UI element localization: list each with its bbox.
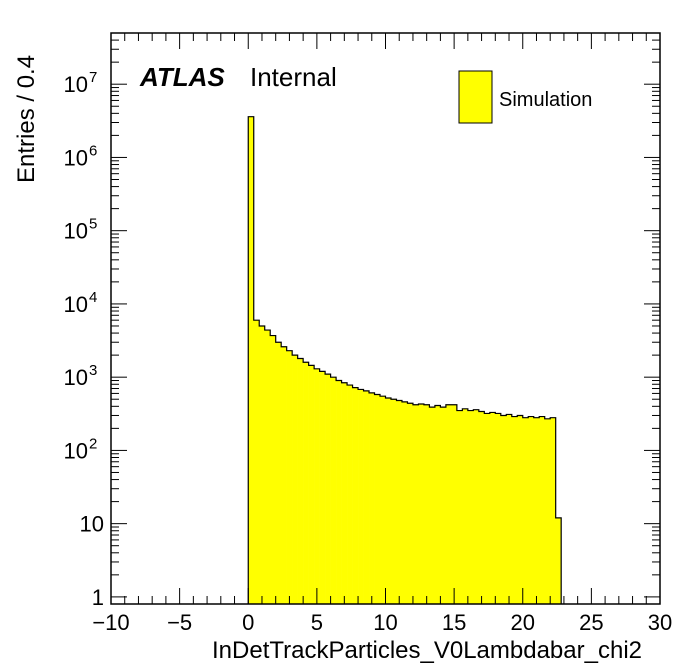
histogram-bin bbox=[325, 374, 331, 604]
histogram-bin bbox=[363, 390, 370, 604]
histogram-bin bbox=[270, 335, 276, 604]
histogram-bin bbox=[423, 404, 430, 604]
histogram-bin bbox=[484, 413, 491, 604]
histogram-bin bbox=[390, 399, 397, 604]
histogram-bin bbox=[489, 412, 496, 604]
histogram-bin bbox=[385, 397, 392, 604]
histogram-bin bbox=[259, 325, 266, 604]
histogram-bin bbox=[451, 404, 458, 604]
histogram-bin bbox=[522, 417, 529, 604]
histogram-bin bbox=[517, 415, 524, 604]
histogram-bin bbox=[264, 330, 271, 604]
histogram-bin bbox=[292, 355, 298, 604]
y-axis-title: Entries / 0.4 bbox=[13, 55, 40, 183]
x-tick-label: 5 bbox=[311, 610, 323, 635]
histogram-bin bbox=[297, 358, 304, 604]
histogram-bin bbox=[539, 416, 546, 604]
x-tick-label: 0 bbox=[242, 610, 254, 635]
x-tick-label: 30 bbox=[648, 610, 672, 635]
x-tick-label: −10 bbox=[92, 610, 129, 635]
histogram-bin bbox=[528, 416, 535, 604]
x-tick-label: 20 bbox=[511, 610, 535, 635]
histogram-bin bbox=[445, 404, 452, 604]
histogram-bin bbox=[533, 417, 540, 604]
histogram-bin bbox=[407, 403, 414, 604]
histogram-bin bbox=[434, 405, 441, 604]
y-axis-ticks bbox=[111, 32, 660, 598]
x-axis-ticks bbox=[110, 33, 661, 604]
internal-label: Internal bbox=[250, 62, 337, 92]
histogram-bin bbox=[308, 365, 315, 604]
y-tick-label-exponent: 6 bbox=[89, 142, 97, 159]
y-tick-label: 10 bbox=[64, 219, 88, 244]
legend-swatch bbox=[458, 70, 493, 124]
y-tick-label: 10 bbox=[64, 438, 88, 463]
histogram-bin bbox=[500, 415, 507, 604]
histogram-bin bbox=[396, 400, 403, 604]
histogram-bin bbox=[473, 409, 480, 604]
y-tick-label: 10 bbox=[64, 292, 88, 317]
histogram-bars bbox=[248, 116, 562, 604]
y-tick-label-exponent: 4 bbox=[89, 289, 97, 306]
y-tick-label: 10 bbox=[64, 365, 88, 390]
histogram-bin bbox=[550, 417, 556, 604]
histogram-bin bbox=[330, 377, 337, 604]
histogram-bin bbox=[495, 413, 502, 604]
histogram-bin bbox=[418, 404, 425, 604]
y-tick-label: 1 bbox=[92, 585, 104, 610]
histogram-bin bbox=[467, 410, 474, 604]
x-tick-label: 25 bbox=[579, 610, 603, 635]
histogram-bin bbox=[352, 387, 359, 604]
histogram-bin bbox=[555, 517, 562, 604]
y-tick-label: 10 bbox=[80, 512, 104, 537]
histogram-bin bbox=[281, 346, 287, 604]
legend: Simulation bbox=[458, 70, 592, 124]
atlas-label: ATLAS bbox=[139, 62, 225, 92]
x-tick-labels: −10 −5 0 5 10 15 20 25 30 bbox=[92, 610, 672, 635]
histogram-bin bbox=[286, 350, 293, 604]
histogram-bin bbox=[369, 392, 375, 604]
histogram-bin bbox=[506, 414, 513, 604]
histogram-bin bbox=[544, 418, 551, 604]
x-tick-label: −5 bbox=[167, 610, 192, 635]
histogram-bin bbox=[412, 404, 419, 604]
histogram-bin bbox=[347, 385, 353, 604]
histogram-bin bbox=[336, 380, 342, 604]
histogram-bin bbox=[374, 394, 381, 604]
histogram-bin bbox=[462, 408, 469, 604]
histogram-bin bbox=[380, 396, 386, 604]
histogram-bin bbox=[314, 368, 320, 604]
legend-label-simulation: Simulation bbox=[499, 89, 592, 111]
histogram-bin bbox=[429, 407, 436, 604]
histogram-bin bbox=[440, 407, 447, 604]
histogram-outline bbox=[247, 116, 562, 604]
histogram-bin bbox=[275, 342, 282, 604]
histogram-bin bbox=[358, 389, 364, 604]
x-tick-label: 15 bbox=[442, 610, 466, 635]
histogram-bin bbox=[511, 416, 518, 604]
histogram-bin bbox=[253, 320, 260, 604]
x-tick-label: 10 bbox=[373, 610, 397, 635]
histogram-bin bbox=[341, 382, 348, 604]
y-tick-label-exponent: 3 bbox=[89, 362, 97, 379]
y-tick-label: 10 bbox=[64, 72, 88, 97]
histogram-bin bbox=[401, 401, 408, 604]
histogram-bin bbox=[456, 410, 463, 604]
x-axis-title: InDetTrackParticles_V0Lambdabar_chi2 bbox=[212, 637, 642, 664]
histogram-bin bbox=[248, 116, 255, 604]
y-tick-label-exponent: 5 bbox=[89, 216, 97, 233]
histogram-bin bbox=[319, 371, 326, 604]
y-tick-label: 10 bbox=[64, 145, 88, 170]
histogram-bin bbox=[478, 411, 485, 604]
y-tick-label-exponent: 7 bbox=[89, 69, 97, 86]
y-tick-label-exponent: 2 bbox=[89, 435, 97, 452]
histogram-bin bbox=[303, 362, 309, 604]
